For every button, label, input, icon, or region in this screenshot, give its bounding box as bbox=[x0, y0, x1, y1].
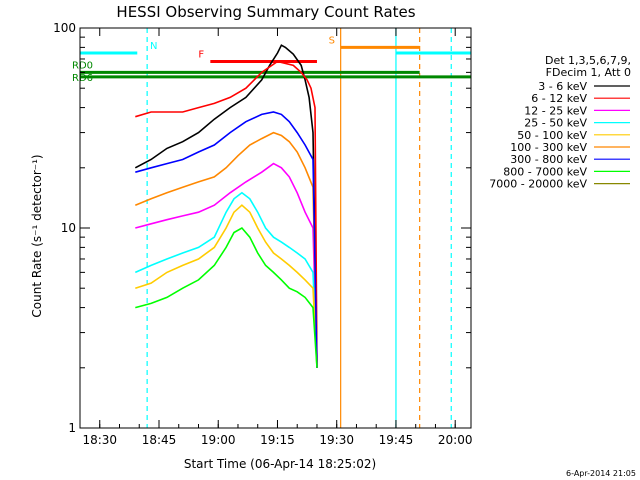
series-line-25-50-kev bbox=[134, 191, 318, 368]
mode-label-s: S bbox=[329, 35, 335, 46]
series-line-12-25-kev bbox=[135, 162, 318, 368]
y-tick-label-2: 100 bbox=[53, 21, 76, 35]
series-line-100-300-kev bbox=[134, 131, 318, 368]
legend-label-12-25-kev: 12 - 25 keV bbox=[524, 104, 587, 117]
chart-title: HESSI Observing Summary Count Rates bbox=[116, 3, 415, 21]
x-tick-label-5: 19:45 bbox=[379, 433, 414, 447]
series-line-6-12-kev bbox=[135, 60, 318, 368]
y-tick-label-0: 1 bbox=[68, 421, 76, 435]
legend-label-7000-20000-kev: 7000 - 20000 keV bbox=[489, 178, 587, 191]
series-line-300-800-kev bbox=[135, 111, 318, 368]
legend-label-25-50-kev: 25 - 50 keV bbox=[524, 117, 587, 130]
x-tick-label-1: 18:45 bbox=[142, 433, 177, 447]
x-tick-label-3: 19:15 bbox=[260, 433, 295, 447]
legend: Det 1,3,5,6,7,9,FDecim 1, Att 03 - 6 keV… bbox=[489, 54, 631, 191]
legend-label-3-6-kev: 3 - 6 keV bbox=[538, 80, 587, 93]
footer-stamp: 6-Apr-2014 21:05 bbox=[566, 469, 636, 478]
legend-label-50-100-kev: 50 - 100 keV bbox=[517, 129, 587, 142]
mode-label-f: F bbox=[198, 49, 204, 60]
legend-label-6-12-kev: 6 - 12 keV bbox=[531, 92, 587, 105]
legend-label-100-300-kev: 100 - 300 keV bbox=[510, 141, 587, 154]
x-tick-label-2: 19:00 bbox=[201, 433, 236, 447]
x-axis-label: Start Time (06-Apr-14 18:25:02) bbox=[184, 457, 376, 471]
x-tick-label-6: 20:00 bbox=[438, 433, 473, 447]
legend-header-0: Det 1,3,5,6,7,9, bbox=[545, 54, 631, 67]
annotation-layer: N F S RD0 RD6 bbox=[72, 28, 471, 428]
plot-frame bbox=[79, 27, 472, 429]
tick-layer: 18:30 18:45 19:00 19:15 19:30 19:45 20:00 1 10 10… bbox=[53, 21, 472, 447]
mode-label-rd6: RD6 bbox=[72, 73, 93, 84]
legend-label-300-800-kev: 300 - 800 keV bbox=[510, 153, 587, 166]
series-line-800-7000-kev bbox=[135, 226, 318, 368]
y-tick-label-1: 10 bbox=[61, 221, 76, 235]
mode-label-n: N bbox=[150, 41, 157, 52]
series-line-3-6-kev bbox=[134, 44, 318, 368]
series-line-50-100-kev bbox=[135, 204, 318, 368]
legend-label-800-7000-kev: 800 - 7000 keV bbox=[503, 165, 587, 178]
legend-header-1: FDecim 1, Att 0 bbox=[546, 66, 631, 79]
mode-label-rd0: RD0 bbox=[72, 60, 93, 71]
x-tick-label-4: 19:30 bbox=[319, 433, 354, 447]
x-tick-label-0: 18:30 bbox=[82, 433, 117, 447]
y-axis-label: Count Rate (s⁻¹ detector⁻¹) bbox=[30, 154, 44, 317]
series-layer bbox=[134, 44, 318, 368]
